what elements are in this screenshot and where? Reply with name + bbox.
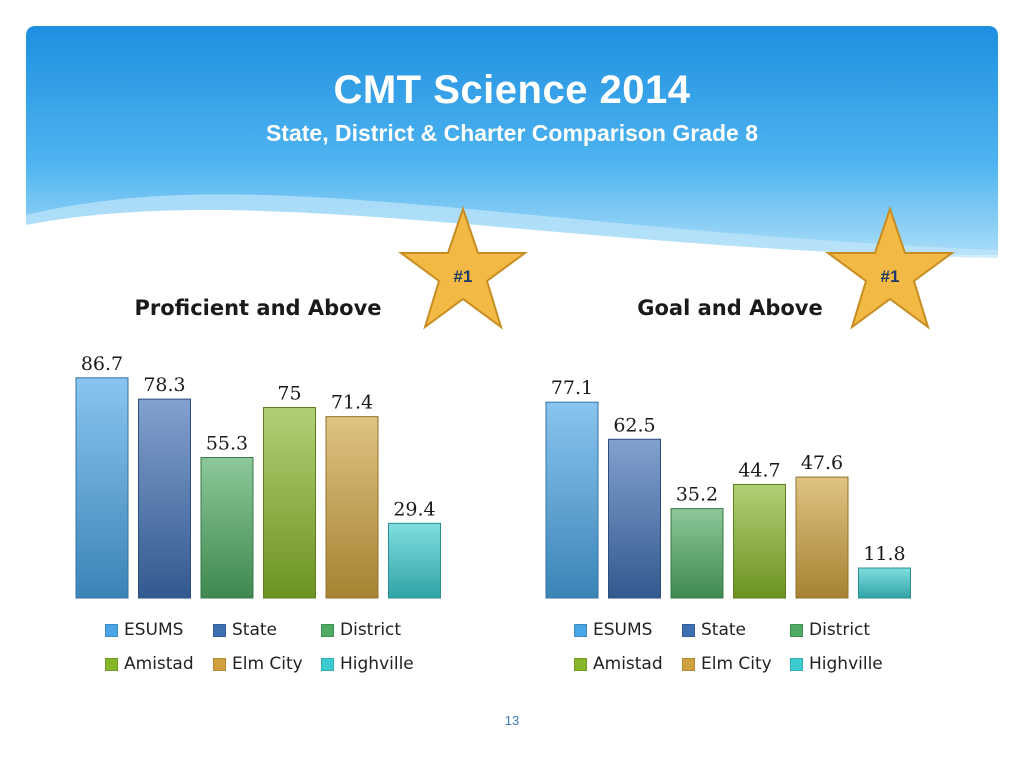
legend-label: District [809, 620, 871, 640]
bar-elm-city [325, 416, 379, 599]
legend-label: Amistad [593, 654, 663, 674]
data-label: 29.4 [393, 498, 435, 520]
legend-item-elm-city: Elm City [682, 654, 790, 674]
legend-item-esums: ESUMS [574, 620, 682, 640]
legend-label: Highville [809, 654, 883, 674]
legend-swatch [321, 623, 334, 637]
legend-item-elm-city: Elm City [213, 654, 321, 674]
bar-state [138, 398, 191, 599]
data-label: 62.5 [613, 414, 655, 436]
bar-chart-proficient: 86.7 78.3 55.3 75 71.4 29.4 [75, 353, 441, 599]
legend-swatch [321, 657, 334, 671]
legend-item-highville: Highville [790, 654, 910, 674]
rank-badge-1: #1 [397, 205, 529, 335]
data-label: 78.3 [143, 374, 185, 396]
legend-swatch [105, 623, 118, 637]
bar-amistad [263, 407, 316, 599]
bar-state [608, 438, 661, 599]
bar-highville [388, 522, 441, 599]
bar-elm-city [795, 476, 849, 599]
legend-item-state: State [213, 620, 321, 640]
gold-star-icon [824, 205, 956, 330]
legend-label: District [340, 620, 402, 640]
page-number: 13 [504, 713, 520, 728]
legend-label: State [232, 620, 277, 640]
data-label: 35.2 [676, 484, 718, 506]
chart-title-goal: Goal and Above [637, 296, 823, 320]
legend-item-district: District [321, 620, 441, 640]
data-label: 44.7 [738, 459, 780, 481]
legend-item-state: State [682, 620, 790, 640]
bar-esums [545, 401, 599, 599]
legend-label: ESUMS [593, 620, 653, 640]
legend-label: Highville [340, 654, 414, 674]
legend-swatch [105, 657, 118, 671]
legend-label: Elm City [232, 654, 303, 674]
chart-legend-goal: ESUMS State District Amistad Elm City Highvil… [574, 620, 910, 674]
rank-badge-2: #1 [824, 205, 956, 335]
legend-item-amistad: Amistad [105, 654, 213, 674]
data-label: 55.3 [206, 433, 248, 455]
bar-chart-goal: 77.1 62.5 35.2 44.7 47.6 11.8 [545, 377, 911, 599]
data-label: 75 [277, 383, 301, 405]
slide-subtitle: State, District & Charter Comparison Gra… [265, 120, 759, 146]
legend-item-esums: ESUMS [105, 620, 213, 640]
legend-label: State [701, 620, 746, 640]
bar-district [670, 508, 724, 599]
data-label: 11.8 [863, 543, 905, 565]
data-label: 47.6 [801, 452, 843, 474]
legend-label: Elm City [701, 654, 772, 674]
legend-swatch [790, 657, 803, 671]
legend-swatch [682, 657, 695, 671]
bar-amistad [733, 483, 786, 599]
legend-label: ESUMS [124, 620, 184, 640]
legend-item-amistad: Amistad [574, 654, 682, 674]
data-label: 86.7 [81, 353, 123, 375]
legend-swatch [213, 623, 226, 637]
legend-swatch [574, 657, 587, 671]
legend-swatch [682, 623, 695, 637]
rank-label: #1 [453, 267, 473, 286]
legend-item-district: District [790, 620, 910, 640]
chart-legend-proficient: ESUMS State District Amistad Elm City Highvil… [105, 620, 441, 674]
legend-swatch [213, 657, 226, 671]
bar-district [200, 457, 254, 599]
data-label: 71.4 [331, 392, 373, 414]
rank-label: #1 [880, 267, 900, 286]
legend-swatch [574, 623, 587, 637]
gold-star-icon [397, 205, 529, 330]
chart-title-proficient: Proficient and Above [134, 296, 382, 320]
legend-swatch [790, 623, 803, 637]
slide-title: CMT Science 2014 [333, 68, 691, 112]
bar-esums [75, 377, 129, 599]
bar-highville [858, 567, 911, 599]
legend-label: Amistad [124, 654, 194, 674]
data-label: 77.1 [551, 377, 593, 399]
legend-item-highville: Highville [321, 654, 441, 674]
